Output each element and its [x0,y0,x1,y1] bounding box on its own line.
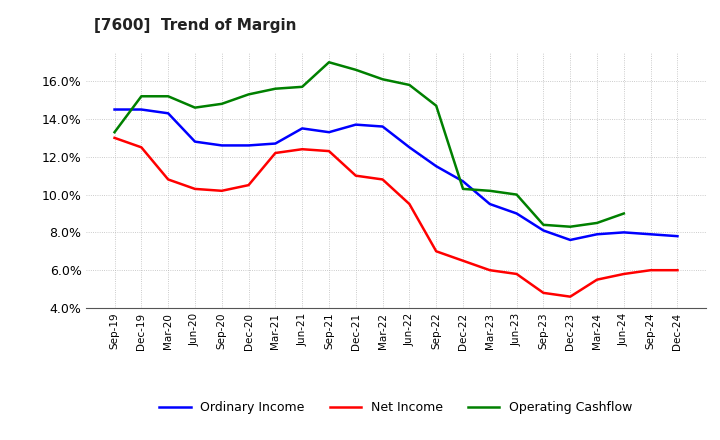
Ordinary Income [351,122,360,127]
Operating Cashflow [298,84,307,89]
Operating Cashflow [459,186,467,191]
Net Income [619,271,628,277]
Ordinary Income [513,211,521,216]
Net Income [459,258,467,264]
Operating Cashflow [593,220,601,226]
Ordinary Income [432,164,441,169]
Ordinary Income [593,231,601,237]
Net Income [513,271,521,277]
Ordinary Income [619,230,628,235]
Net Income [271,150,279,156]
Ordinary Income [137,107,145,112]
Ordinary Income [378,124,387,129]
Ordinary Income [539,228,548,233]
Net Income [217,188,226,194]
Line: Operating Cashflow: Operating Cashflow [114,62,624,227]
Net Income [566,294,575,299]
Ordinary Income [485,202,494,207]
Operating Cashflow [351,67,360,73]
Ordinary Income [244,143,253,148]
Net Income [673,268,682,273]
Ordinary Income [673,234,682,239]
Ordinary Income [191,139,199,144]
Net Income [137,145,145,150]
Ordinary Income [298,126,307,131]
Operating Cashflow [271,86,279,92]
Net Income [405,202,414,207]
Ordinary Income [110,107,119,112]
Operating Cashflow [619,211,628,216]
Net Income [164,177,173,182]
Net Income [647,268,655,273]
Net Income [432,249,441,254]
Operating Cashflow [137,94,145,99]
Operating Cashflow [217,101,226,106]
Operating Cashflow [485,188,494,194]
Operating Cashflow [244,92,253,97]
Ordinary Income [164,110,173,116]
Net Income [191,186,199,191]
Ordinary Income [217,143,226,148]
Net Income [539,290,548,296]
Ordinary Income [647,231,655,237]
Ordinary Income [566,237,575,242]
Operating Cashflow [164,94,173,99]
Operating Cashflow [405,82,414,88]
Operating Cashflow [432,103,441,108]
Ordinary Income [325,129,333,135]
Net Income [325,148,333,154]
Operating Cashflow [566,224,575,229]
Operating Cashflow [191,105,199,110]
Net Income [378,177,387,182]
Net Income [110,135,119,140]
Ordinary Income [405,145,414,150]
Net Income [244,183,253,188]
Operating Cashflow [378,77,387,82]
Operating Cashflow [110,129,119,135]
Ordinary Income [459,179,467,184]
Net Income [485,268,494,273]
Operating Cashflow [513,192,521,197]
Line: Ordinary Income: Ordinary Income [114,110,678,240]
Ordinary Income [271,141,279,146]
Net Income [593,277,601,282]
Operating Cashflow [325,59,333,65]
Line: Net Income: Net Income [114,138,678,297]
Operating Cashflow [539,222,548,227]
Net Income [351,173,360,178]
Legend: Ordinary Income, Net Income, Operating Cashflow: Ordinary Income, Net Income, Operating C… [154,396,638,419]
Net Income [298,147,307,152]
Text: [7600]  Trend of Margin: [7600] Trend of Margin [94,18,296,33]
